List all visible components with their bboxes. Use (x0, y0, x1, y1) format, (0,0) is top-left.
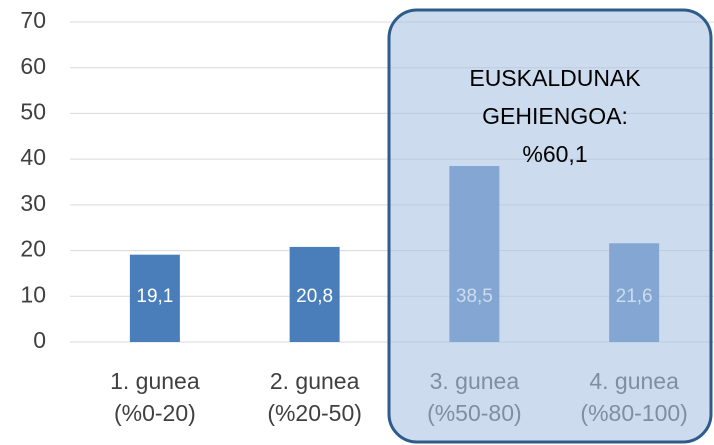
x-tick-label: (%20-50) (267, 400, 362, 426)
x-tick-label: 2. gunea (270, 368, 360, 394)
x-tick-label: (%0-20) (114, 400, 196, 426)
y-tick-label: 70 (20, 7, 46, 33)
x-tick-label: 1. gunea (110, 368, 200, 394)
y-tick-label: 50 (20, 99, 46, 125)
y-tick-label: 60 (20, 53, 46, 79)
highlight-box (387, 8, 713, 444)
y-tick-label: 0 (33, 327, 46, 353)
y-tick-label: 20 (20, 236, 46, 262)
annotation: EUSKALDUNAK (469, 65, 641, 91)
annotation: GEHIENGOA: (482, 103, 628, 129)
y-tick-label: 40 (20, 144, 46, 170)
bar (289, 246, 340, 342)
bar (129, 254, 180, 342)
y-tick-label: 30 (20, 190, 46, 216)
y-tick-label: 10 (20, 281, 46, 307)
annotation: %60,1 (522, 141, 587, 167)
value-label: 19,1 (136, 286, 173, 307)
value-label: 20,8 (296, 286, 333, 307)
